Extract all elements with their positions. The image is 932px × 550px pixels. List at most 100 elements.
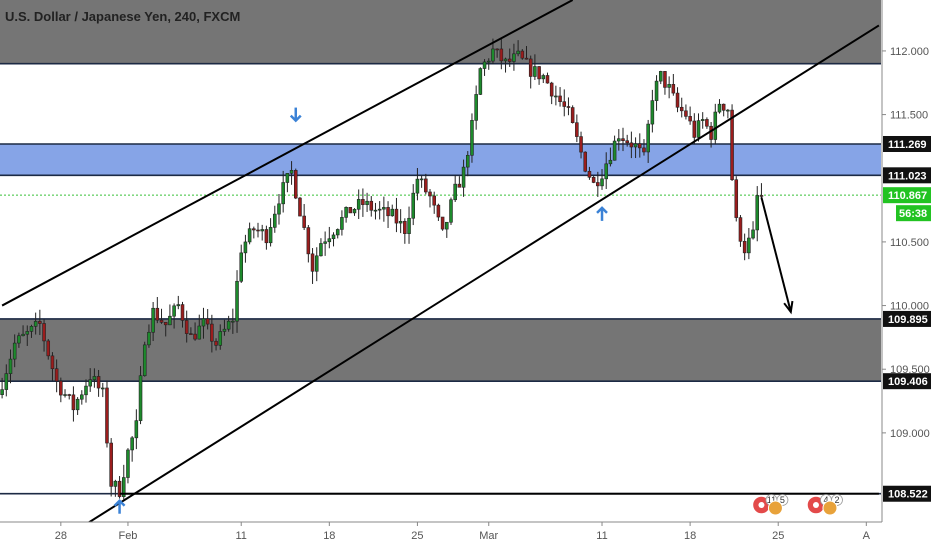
candle-body (298, 197, 302, 217)
candle-body (306, 227, 311, 255)
candle-body (583, 151, 588, 172)
candle-body (256, 229, 260, 232)
candle (369, 196, 374, 217)
candle-body (121, 477, 126, 497)
candle-body (105, 387, 109, 444)
candle-body (293, 170, 298, 199)
candle-body (109, 442, 113, 487)
candle-body (142, 344, 147, 377)
candle-body (17, 335, 21, 344)
candle-body (700, 119, 705, 121)
candle (604, 152, 608, 189)
candle-body (390, 208, 395, 217)
candle-body (658, 71, 663, 82)
candle-body (117, 480, 122, 497)
candle (33, 312, 38, 335)
candle-body (155, 307, 160, 321)
candle (684, 104, 688, 120)
candle (596, 171, 600, 197)
candle (751, 221, 755, 240)
candle (742, 233, 747, 261)
candle-body (101, 387, 105, 390)
candle-body (650, 100, 655, 125)
candle-body (46, 340, 51, 357)
time-tick-label: 25 (411, 530, 423, 542)
candle-body (507, 58, 512, 62)
candle-body (314, 255, 319, 272)
candle-body (570, 107, 575, 123)
candle-body (495, 48, 499, 51)
candle (42, 319, 46, 352)
candle-body (432, 195, 436, 206)
candle (688, 106, 692, 125)
candle (671, 74, 676, 96)
level-lines-layer (0, 62, 881, 495)
candle-body (566, 106, 571, 108)
candle (210, 314, 214, 353)
candle-body (382, 207, 386, 210)
candle-body (436, 204, 441, 218)
candle (54, 359, 59, 393)
candle-body (310, 253, 315, 272)
candle (747, 228, 751, 260)
price-tag-label: 108.522 (888, 489, 928, 501)
candle (432, 191, 436, 214)
price-axis[interactable]: 112.000111.500110.500110.000109.500109.0… (881, 0, 932, 550)
candle (260, 224, 264, 241)
price-tag (883, 310, 931, 327)
candle (348, 207, 353, 214)
countdown-tag (896, 205, 931, 222)
candle (440, 216, 445, 231)
candle (713, 103, 718, 145)
candle (293, 168, 298, 200)
candle-body (231, 320, 235, 323)
candle (327, 226, 332, 249)
up-arrow-0-head (113, 498, 126, 507)
candle (646, 119, 650, 163)
candle-body (403, 220, 407, 234)
candle-body (239, 252, 243, 282)
candle-body (663, 71, 667, 88)
candle (12, 334, 17, 368)
candle (222, 319, 227, 336)
candle-body (193, 333, 197, 340)
candle (159, 308, 164, 324)
candle (189, 327, 193, 335)
candle (247, 222, 252, 245)
candle (453, 175, 457, 202)
candle (377, 201, 382, 220)
candle-body (419, 178, 424, 181)
candle-body (428, 191, 432, 197)
candle (184, 310, 189, 343)
candle (302, 204, 306, 231)
candle (528, 55, 533, 89)
candle-body (751, 229, 755, 239)
candle-body (289, 170, 294, 174)
candle (92, 368, 97, 388)
candle (231, 308, 235, 334)
candle-body (126, 449, 130, 478)
candle-body (4, 373, 9, 390)
candle-body (151, 307, 155, 333)
time-axis[interactable]: 28 Feb 11 18 25 Mar 11 18 25 A (0, 521, 882, 550)
candle (101, 382, 105, 398)
candle-body (0, 389, 4, 395)
trend-line-0 (1, 0, 574, 307)
candle-body (554, 95, 558, 98)
candle (126, 448, 130, 484)
candle (667, 76, 671, 99)
candle (252, 226, 256, 239)
candle-body (654, 80, 659, 101)
candle (151, 302, 155, 342)
candle (105, 380, 109, 448)
candle-body (478, 68, 483, 95)
candle (407, 206, 411, 244)
candle-body (453, 183, 457, 201)
candle (642, 139, 646, 156)
candle-body (205, 318, 210, 325)
candle-body (54, 368, 59, 382)
candle (113, 479, 118, 497)
candle (638, 133, 642, 158)
candle (457, 176, 462, 188)
candle (650, 89, 655, 133)
